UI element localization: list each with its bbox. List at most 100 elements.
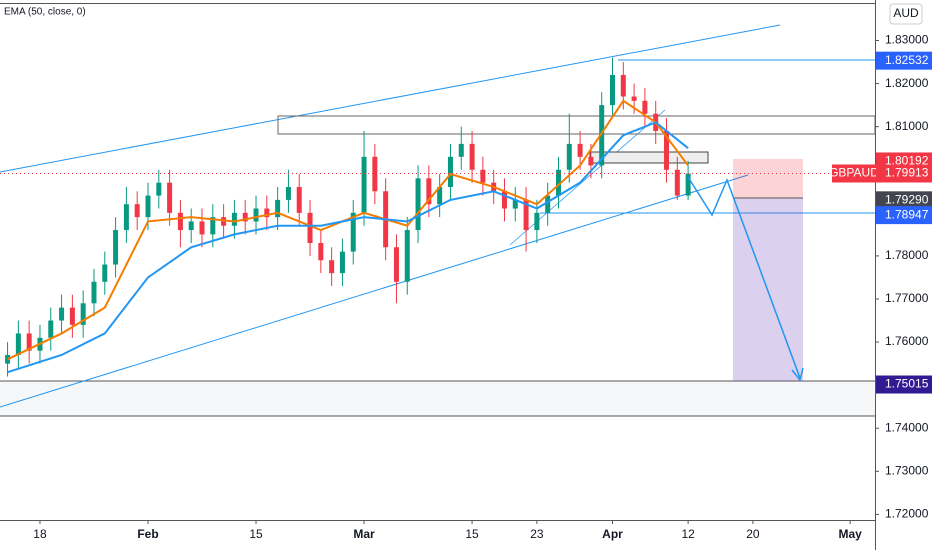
- arrow-head: [791, 367, 804, 382]
- candle-body: [15, 333, 21, 355]
- price-tag-label: 1.82532: [885, 53, 929, 67]
- candle-body: [48, 320, 54, 338]
- range-box: [277, 115, 876, 135]
- candle-body: [231, 212, 237, 226]
- candle-body: [361, 156, 367, 213]
- x-tick-label: Mar: [353, 527, 375, 541]
- price-tag: [876, 375, 932, 394]
- candle-body: [664, 130, 670, 170]
- candle-body: [404, 230, 410, 282]
- price-tag-label: 1.80192: [885, 154, 929, 168]
- ema-line: [7, 99, 689, 361]
- y-tick-label: 1.78000: [885, 248, 929, 262]
- candle-body: [372, 156, 378, 192]
- candle-body: [339, 251, 345, 274]
- candle-body: [555, 169, 561, 196]
- candle-body: [523, 199, 529, 231]
- candle-body: [253, 208, 259, 222]
- candle-body: [437, 186, 443, 205]
- series: [5, 57, 691, 377]
- price-tag-label: 1.78947: [885, 207, 929, 221]
- candle-body: [69, 307, 75, 325]
- candle-body: [156, 182, 162, 196]
- candle-body: [264, 208, 270, 218]
- candle-body: [26, 333, 32, 351]
- candle-body: [307, 212, 313, 243]
- projection-path: [687, 176, 801, 379]
- x-tick-label: May: [838, 527, 862, 541]
- candle-body: [167, 182, 173, 213]
- candle-body: [275, 199, 281, 218]
- candle-body: [620, 74, 626, 97]
- candle-body: [134, 204, 140, 218]
- price-tag: [876, 206, 932, 225]
- candle-body: [685, 173, 691, 196]
- symbol-tag: [832, 164, 876, 183]
- y-tick-label: 1.74000: [885, 420, 929, 434]
- candle-body: [534, 212, 540, 231]
- candle-body: [393, 247, 399, 282]
- candle-body: [210, 217, 216, 235]
- projection: [687, 176, 804, 382]
- x-tick-label: 15: [465, 527, 479, 541]
- candle-body: [631, 96, 637, 101]
- candle-body: [145, 195, 151, 218]
- candle-body: [102, 264, 108, 282]
- channel-line: [0, 174, 749, 408]
- candle-body: [512, 199, 518, 209]
- candle-body: [610, 74, 615, 106]
- candle-body: [285, 186, 291, 200]
- price-tag-label: 1.79913: [885, 166, 929, 180]
- currency-badge: [889, 3, 923, 25]
- candle-body: [426, 178, 432, 205]
- indicator-label: EMA (50, close, 0): [4, 7, 86, 18]
- drawings: [0, 24, 876, 417]
- ema-line: [7, 121, 689, 374]
- candle-body: [329, 260, 335, 274]
- candle-body: [415, 178, 421, 231]
- candle-body: [447, 156, 453, 187]
- y-tick-label: 1.81000: [885, 119, 929, 133]
- candle-body: [545, 195, 551, 213]
- y-tick-label: 1.82000: [885, 76, 929, 90]
- y-tick-label: 1.83000: [885, 33, 929, 47]
- x-tick-label: 20: [746, 527, 760, 541]
- candle-body: [296, 186, 302, 213]
- candle-body: [469, 143, 475, 170]
- candle-body: [480, 169, 486, 183]
- price-tag: [876, 51, 932, 70]
- x-tick-label: 15: [249, 527, 263, 541]
- candle-body: [350, 212, 356, 252]
- x-tick-label: Apr: [602, 527, 623, 541]
- zone: [0, 381, 875, 416]
- candle-body: [577, 143, 583, 157]
- candle-body: [501, 191, 507, 209]
- candle-body: [177, 212, 183, 231]
- channel-line: [0, 24, 781, 173]
- candle-body: [642, 100, 648, 114]
- candle-body: [188, 221, 194, 231]
- candle-body: [242, 212, 248, 222]
- price-tag: [876, 164, 932, 183]
- candle-body: [458, 143, 464, 157]
- x-tick-label: 12: [681, 527, 695, 541]
- currency: AUD: [893, 6, 919, 20]
- candle-body: [113, 230, 119, 265]
- candle-body: [599, 105, 605, 166]
- candle-body: [566, 143, 572, 170]
- y-tick-label: 1.76000: [885, 334, 929, 348]
- y-tick-label: 1.73000: [885, 463, 929, 477]
- stop-zone: [733, 159, 803, 198]
- candle-body: [91, 281, 97, 304]
- candle-body: [59, 307, 65, 321]
- price-tag-label: 1.75015: [885, 377, 929, 391]
- candle-body: [199, 221, 205, 235]
- x-tick-label: 23: [530, 527, 544, 541]
- candle-body: [588, 156, 594, 166]
- symbol-name: GBPAUD: [829, 166, 879, 180]
- candle-body: [221, 217, 227, 226]
- x-tick-label: 18: [33, 527, 47, 541]
- price-tag-label: 1.79290: [885, 193, 929, 207]
